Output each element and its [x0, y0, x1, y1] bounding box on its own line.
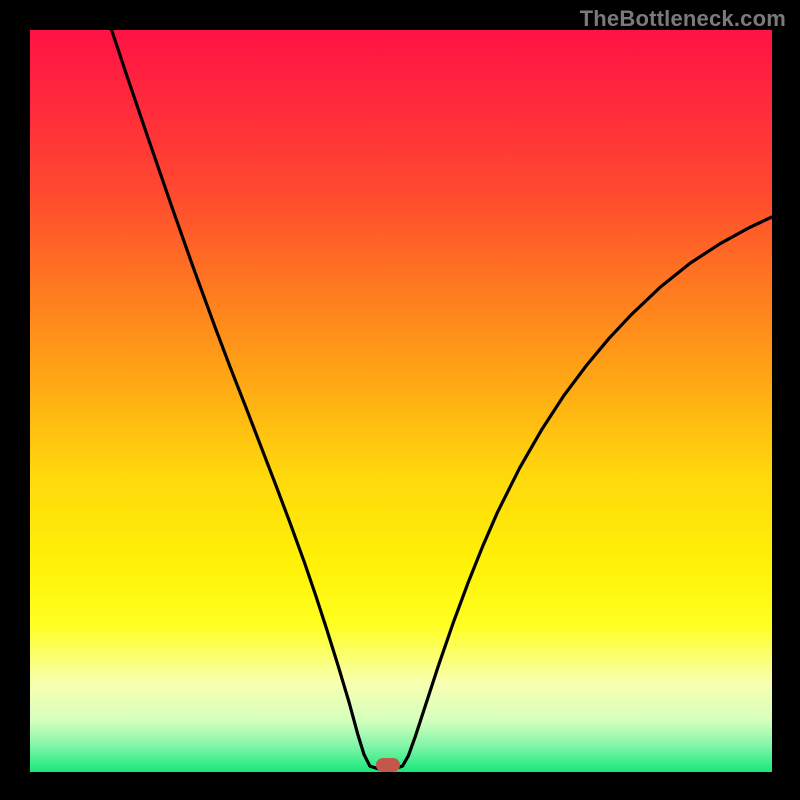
curve-layer — [30, 30, 772, 772]
chart-stage: TheBottleneck.com — [0, 0, 800, 800]
optimum-marker — [376, 758, 400, 772]
bottleneck-curve — [112, 30, 772, 769]
watermark-label: TheBottleneck.com — [580, 6, 786, 32]
plot-area — [30, 30, 772, 772]
